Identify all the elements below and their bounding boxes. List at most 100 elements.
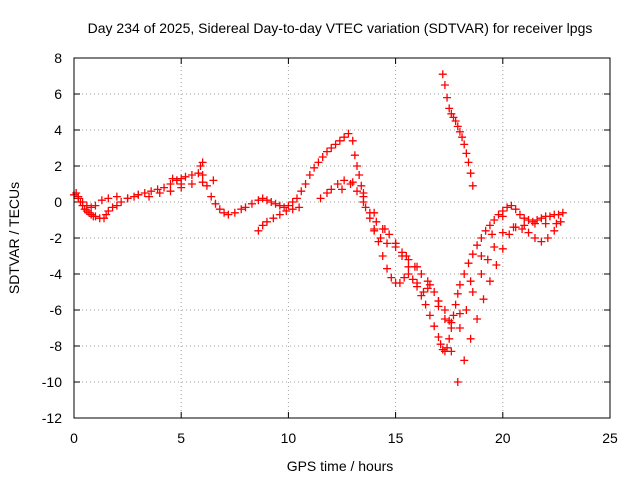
- data-point: [545, 212, 554, 221]
- data-point: [376, 234, 385, 242]
- data-point: [498, 212, 507, 221]
- data-point: [275, 210, 284, 219]
- data-point: [288, 205, 297, 214]
- data-point: [145, 192, 154, 201]
- data-point: [460, 270, 469, 278]
- y-tick-label: -2: [50, 230, 63, 246]
- data-point: [451, 117, 460, 125]
- data-point: [402, 252, 411, 260]
- data-point: [355, 171, 364, 179]
- data-point: [498, 228, 507, 237]
- y-tick-label: -4: [50, 266, 63, 282]
- data-point: [417, 270, 426, 278]
- data-point: [423, 284, 432, 293]
- data-point: [147, 187, 156, 196]
- data-point: [241, 203, 250, 212]
- data-point: [451, 300, 460, 309]
- data-point: [198, 178, 207, 187]
- data-point: [447, 347, 456, 356]
- data-point: [112, 201, 121, 210]
- data-point: [322, 189, 331, 197]
- y-tick-label: 0: [54, 194, 62, 210]
- grid: [74, 58, 610, 418]
- data-point: [490, 216, 499, 224]
- data-point: [271, 199, 280, 208]
- data-point: [258, 194, 267, 203]
- data-point: [466, 277, 475, 286]
- data-point: [419, 288, 428, 296]
- data-point: [509, 223, 518, 232]
- data-point: [537, 237, 546, 246]
- x-tick-label: 20: [495, 430, 511, 446]
- data-point: [314, 158, 323, 167]
- data-point: [361, 203, 370, 212]
- data-point: [477, 252, 486, 260]
- data-point: [187, 171, 196, 179]
- data-point: [449, 311, 458, 320]
- data-point: [74, 194, 83, 203]
- data-point: [350, 151, 359, 160]
- data-point: [440, 81, 449, 89]
- data-point: [117, 198, 126, 206]
- data-point: [130, 192, 139, 201]
- data-point: [267, 198, 276, 206]
- data-point: [207, 192, 216, 201]
- data-point: [187, 180, 196, 188]
- data-point: [224, 210, 233, 219]
- data-point: [284, 201, 293, 210]
- y-tick-label: 4: [54, 122, 62, 138]
- data-point: [430, 288, 439, 296]
- data-point: [198, 158, 207, 167]
- data-point: [440, 315, 449, 323]
- data-point: [434, 302, 443, 311]
- data-point: [172, 176, 181, 185]
- x-tick-label: 5: [177, 430, 185, 446]
- data-point: [262, 217, 271, 226]
- data-point: [82, 201, 91, 210]
- data-point: [87, 203, 96, 212]
- data-point: [483, 255, 492, 264]
- x-tick-label: 0: [70, 430, 78, 446]
- data-point: [237, 205, 246, 214]
- data-point: [160, 183, 169, 192]
- data-point: [543, 234, 552, 242]
- data-point: [507, 201, 516, 210]
- data-point: [305, 171, 314, 179]
- data-point: [481, 226, 490, 235]
- data-point: [295, 203, 304, 212]
- data-point: [254, 196, 263, 205]
- data-point: [168, 174, 177, 183]
- data-point: [466, 169, 475, 178]
- data-point: [434, 333, 443, 341]
- data-point: [413, 279, 422, 287]
- data-point: [404, 270, 413, 278]
- y-tick-label: 8: [54, 50, 62, 66]
- data-point: [505, 230, 514, 239]
- data-point: [91, 212, 100, 221]
- data-point: [318, 153, 327, 161]
- data-point: [378, 252, 387, 260]
- data-point: [550, 226, 559, 235]
- data-point: [344, 129, 353, 138]
- data-point: [104, 207, 113, 215]
- data-point: [383, 264, 392, 273]
- data-point: [333, 180, 342, 188]
- chart-title: Day 234 of 2025, Sidereal Day-to-day VTE…: [88, 20, 593, 36]
- data-point: [425, 311, 434, 320]
- data-point: [556, 217, 565, 226]
- data-point: [391, 239, 400, 248]
- data-point: [292, 194, 301, 203]
- data-point: [247, 199, 256, 208]
- data-point: [395, 279, 404, 287]
- data-point: [353, 162, 362, 170]
- data-point: [430, 322, 439, 331]
- data-point: [327, 144, 336, 152]
- data-point: [413, 262, 422, 271]
- data-point: [288, 198, 297, 206]
- data-point: [194, 169, 203, 178]
- data-point: [166, 180, 175, 188]
- data-point: [134, 190, 143, 199]
- data-point: [335, 136, 344, 145]
- data-point: [485, 277, 494, 286]
